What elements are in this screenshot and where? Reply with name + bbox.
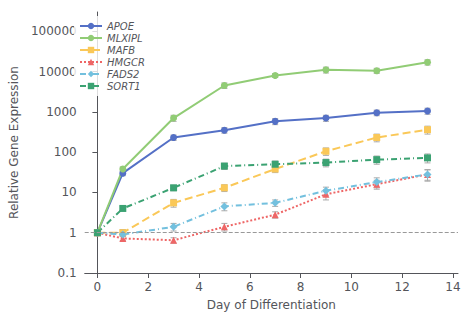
svg-text:6: 6 xyxy=(246,280,254,294)
svg-text:APOE: APOE xyxy=(106,21,135,32)
svg-text:10000: 10000 xyxy=(39,65,77,79)
svg-text:12: 12 xyxy=(394,280,409,294)
svg-text:MAFB: MAFB xyxy=(107,45,135,56)
svg-text:0: 0 xyxy=(94,280,102,294)
svg-text:8: 8 xyxy=(297,280,305,294)
svg-text:HMGCR: HMGCR xyxy=(107,57,145,68)
svg-text:2: 2 xyxy=(144,280,152,294)
svg-text:4: 4 xyxy=(195,280,203,294)
svg-text:0.1: 0.1 xyxy=(58,266,77,280)
svg-text:10: 10 xyxy=(344,280,359,294)
svg-text:SORT1: SORT1 xyxy=(107,81,141,92)
svg-text:Relative Gene Expression: Relative Gene Expression xyxy=(7,66,21,219)
svg-text:100000: 100000 xyxy=(31,24,77,38)
svg-text:10: 10 xyxy=(61,185,76,199)
svg-text:1: 1 xyxy=(69,226,77,240)
svg-text:Day of Differentiation: Day of Differentiation xyxy=(207,298,336,312)
svg-text:FADS2: FADS2 xyxy=(107,69,139,80)
svg-text:1000: 1000 xyxy=(46,105,77,119)
svg-text:MLXIPL: MLXIPL xyxy=(107,33,143,44)
svg-text:14: 14 xyxy=(445,280,460,294)
svg-text:100: 100 xyxy=(54,145,77,159)
